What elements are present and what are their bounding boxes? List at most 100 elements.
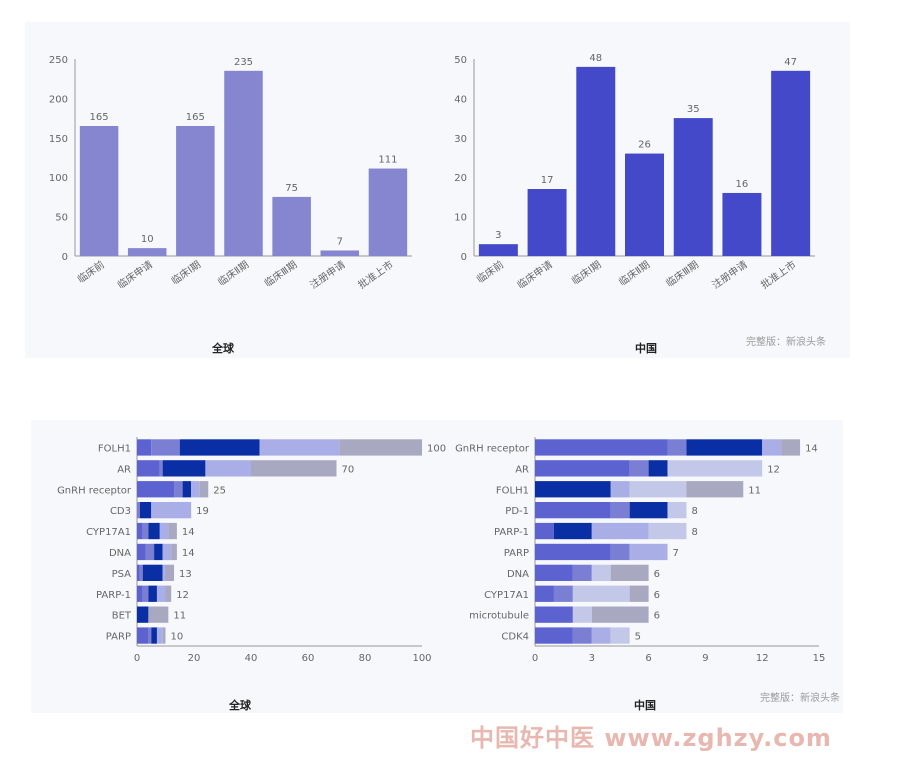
top-china-category-label-3: 临床Ⅱ期 [616, 258, 652, 289]
top-global-title: 全球 [211, 341, 235, 355]
bottom-global-bar-4-segment-2 [148, 522, 160, 540]
chart-top-global: 0 50 100 150 200 250 165 临床前 10 临床申请 165 临床Ⅰ期 235 临床Ⅱ… [49, 55, 412, 355]
bottom-china-bar-2-segment-4 [629, 481, 687, 498]
top-global-data-label-6: 111 [378, 155, 397, 166]
top-global-bar-1 [127, 248, 167, 256]
bottom-china-bar-3-segment-4 [667, 501, 687, 519]
bottom-global-bar-6-segment-1 [139, 564, 143, 582]
bottom-china-x-tick-label-3: 9 [702, 653, 708, 664]
top-global-category-label-0: 临床前 [75, 258, 107, 286]
bottom-global-bar-0-segment-0 [137, 439, 152, 456]
bottom-global-total-label-2: 25 [213, 485, 226, 496]
bottom-global-bar-9-segment-1 [148, 627, 152, 644]
bottom-china-bar-4-segment-0 [535, 522, 554, 540]
bottom-global-bar-9-segment-5 [162, 627, 166, 644]
top-global-data-label-0: 165 [90, 112, 109, 123]
bottom-china-bar-2-segment-3 [610, 481, 630, 498]
bottom-china-bar-7-segment-4 [572, 585, 630, 602]
bottom-global-category-label-2: GnRH receptor [57, 485, 132, 496]
top-global-y-tick-label-2: 100 [49, 173, 68, 184]
top-china-data-label-2: 48 [589, 53, 602, 64]
bottom-china-category-label-1: AR [515, 464, 529, 475]
bottom-china-total-label-0: 14 [805, 443, 818, 454]
bottom-global-total-label-5: 14 [182, 548, 195, 559]
bottom-global-bar-9-segment-0 [137, 627, 149, 644]
top-global-data-label-1: 10 [141, 234, 154, 245]
bottom-global-bar-6-segment-5 [165, 564, 175, 582]
bottom-china-bar-1-segment-4 [667, 460, 763, 477]
bottom-global-total-label-7: 12 [176, 590, 189, 601]
bottom-global-bar-2-segment-0 [137, 481, 175, 498]
bottom-global-bar-1-segment-2 [162, 460, 206, 477]
bottom-china-x-tick-label-1: 3 [589, 653, 595, 664]
bottom-global-bar-9-segment-2 [151, 627, 157, 644]
top-global-data-label-2: 165 [186, 112, 205, 123]
bottom-global-bar-8-segment-5 [148, 606, 169, 623]
top-china-y-tick-label-4: 40 [454, 94, 467, 105]
bottom-global-bar-5-segment-1 [145, 543, 155, 561]
top-china-bar-3 [625, 153, 664, 256]
bottom-china-total-label-7: 6 [654, 590, 660, 601]
top-china-y-tick-label-5: 50 [454, 55, 467, 66]
bottom-global-total-label-6: 13 [179, 569, 192, 580]
bottom-china-bar-9-segment-1 [572, 627, 592, 644]
top-china-data-label-6: 47 [784, 57, 797, 68]
bottom-global-category-label-3: CD3 [110, 506, 131, 517]
bottom-global-bar-7-segment-1 [142, 585, 149, 602]
top-china-category-label-5: 注册申请 [709, 258, 749, 292]
bottom-global-bar-2-segment-3 [191, 481, 200, 498]
bottom-global-bar-5-segment-5 [171, 543, 177, 561]
bottom-global-bar-1-segment-0 [137, 460, 160, 477]
top-global-bar-3 [224, 70, 263, 256]
bottom-china-bar-6-segment-0 [535, 564, 573, 582]
chart-top-china: 0 10 20 30 40 50 3 临床前 17 临床申请 48 临床Ⅰ期 26 临床Ⅱ期 35 临床Ⅲ期 1… [454, 53, 815, 355]
bottom-china-bar-9-segment-4 [610, 627, 630, 644]
bottom-global-bar-0-segment-2 [179, 439, 260, 456]
bottom-china-total-label-8: 6 [654, 611, 660, 622]
bottom-china-bar-2-segment-5 [686, 481, 744, 498]
bottom-global-bar-5-segment-0 [137, 543, 146, 561]
bottom-china-category-label-8: microtubule [469, 611, 529, 622]
bottom-global-bar-2-segment-2 [182, 481, 192, 498]
bottom-china-category-label-0: GnRH receptor [455, 443, 530, 454]
bottom-global-bar-4-segment-3 [159, 522, 169, 540]
top-global-y-tick-label-3: 150 [49, 134, 68, 145]
top-global-category-label-3: 临床Ⅱ期 [215, 258, 251, 289]
top-china-y-tick-label-1: 10 [454, 213, 467, 224]
top-global-bar-6 [368, 168, 408, 256]
top-china-bar-4 [673, 118, 713, 256]
bottom-china-total-label-9: 5 [635, 632, 641, 643]
top-global-data-label-5: 7 [337, 236, 343, 247]
bottom-china-bar-0-segment-5 [781, 439, 801, 456]
bottom-china-bar-0-segment-1 [667, 439, 687, 456]
bottom-global-bar-2-segment-1 [174, 481, 183, 498]
top-global-category-label-5: 注册申请 [307, 258, 347, 292]
bottom-china-bar-4-segment-4 [648, 522, 687, 540]
top-china-bar-0 [478, 244, 518, 256]
top-china-data-label-3: 26 [638, 140, 651, 151]
top-china-bar-2 [576, 66, 616, 256]
chart-bottom-global: 0 20 40 60 80 100 FOLH1 100 AR 70 GnRH receptor 25 C… [57, 437, 446, 712]
top-global-y-tick-label-0: 0 [62, 252, 68, 263]
top-global-bar-4 [272, 196, 311, 256]
top-china-category-label-6: 批准上市 [758, 258, 798, 292]
bottom-global-category-label-7: PARP-1 [96, 590, 131, 601]
bottom-global-total-label-4: 14 [182, 527, 195, 538]
bottom-china-bar-9-segment-3 [591, 627, 611, 644]
bottom-china-category-label-5: PARP [504, 548, 529, 559]
bottom-global-x-tick-label-4: 80 [359, 653, 372, 664]
bottom-china-category-label-6: DNA [507, 569, 529, 580]
bottom-global-title: 全球 [228, 698, 252, 712]
bottom-global-bar-7-segment-0 [137, 585, 143, 602]
bottom-china-bar-1-segment-1 [629, 460, 649, 477]
bottom-china-bar-6-segment-1 [572, 564, 592, 582]
top-global-category-label-4: 临床Ⅲ期 [262, 258, 300, 290]
site-watermark: 中国好中医 www.zghzy.com [470, 724, 832, 752]
bottom-global-bar-8-segment-2 [137, 606, 149, 623]
top-china-data-label-4: 35 [687, 104, 700, 115]
bottom-global-bar-3-segment-3 [151, 501, 192, 519]
bottom-china-bar-5-segment-0 [535, 543, 611, 561]
bottom-global-bar-9-segment-3 [156, 627, 163, 644]
bottom-global-bar-3-segment-1 [137, 501, 140, 519]
